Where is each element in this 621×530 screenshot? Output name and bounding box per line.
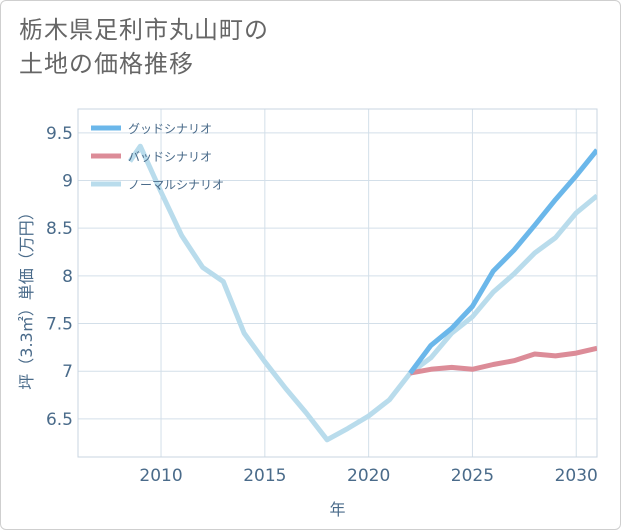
chart-title: 栃木県足利市丸山町の 土地の価格推移 [19,13,269,81]
series-line-0 [408,148,597,375]
y-tick-label: 9 [62,172,73,192]
x-tick-label: 2015 [243,466,286,486]
x-tick-label: 2020 [347,466,390,486]
series-line-1 [409,345,597,376]
chart-title-line-1: 栃木県足利市丸山町の [19,16,269,44]
x-tick-label: 2010 [139,466,182,486]
y-tick-label: 7.5 [46,315,73,335]
y-tick-label: 9.5 [46,124,73,144]
y-tick-label: 8.5 [46,219,73,239]
series-line-2 [127,143,597,443]
legend-label: グッドシナリオ [128,122,212,136]
tick-labels: 2010 2015 2020 2025 2030 6.5 7 7.5 8 8.5 9 9.5 [46,124,598,486]
y-tick-label: 7 [62,362,73,382]
x-tick-label: 2025 [451,466,494,486]
series-lines [127,143,597,443]
grid [78,109,597,457]
y-tick-label: 8 [62,267,73,287]
plot-area [77,108,598,458]
x-axis-title: 年 [329,500,345,519]
legend-label: ノーマルシナリオ [128,178,224,192]
y-axis-title: 坪（3.3㎡）単価（万円） [17,204,36,389]
legend-label: バッドシナリオ [128,150,212,164]
y-tick-label: 6.5 [46,410,73,430]
chart-title-line-2: 土地の価格推移 [19,50,194,78]
x-tick-label: 2030 [555,466,598,486]
